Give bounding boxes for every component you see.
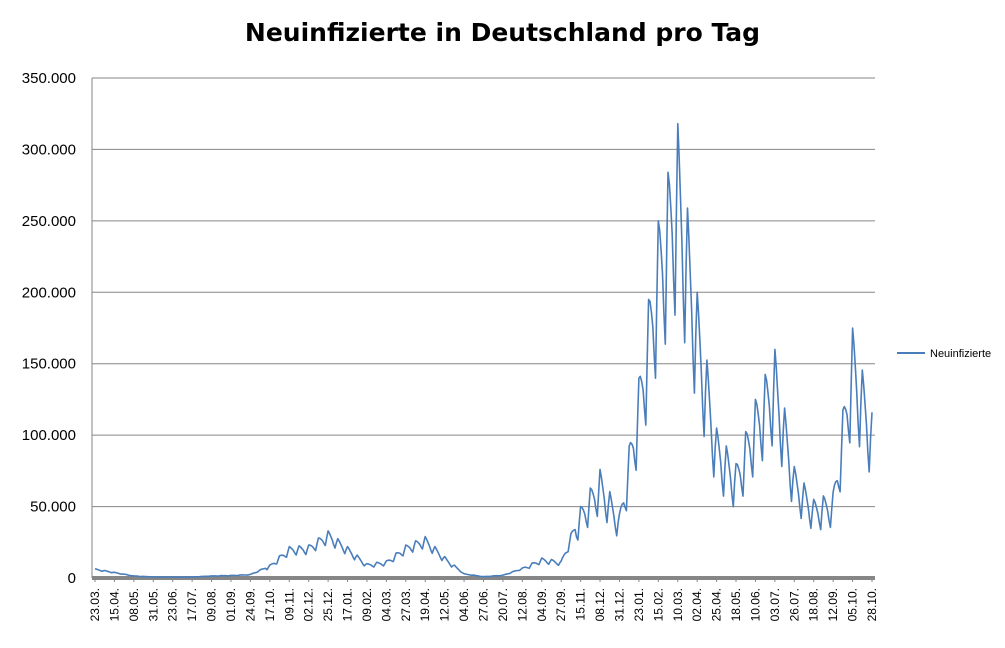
x-axis-band: [92, 576, 875, 580]
y-tick-label: 50.000: [30, 499, 76, 516]
x-tick-label: 02.04.: [690, 588, 704, 621]
gridlines: [92, 77, 875, 508]
x-tick-label: 09.02.: [360, 588, 374, 621]
y-tick-label: 250.000: [22, 213, 76, 230]
legend-label-neuinfizierte: Neuinfizierte: [930, 348, 991, 360]
x-tick-label: 17.01.: [341, 588, 355, 621]
y-tick-label: 0: [68, 570, 76, 587]
y-tick-label: 150.000: [22, 356, 76, 373]
x-tick-label: 27.03.: [399, 588, 413, 621]
x-tick-label: 15.02.: [651, 588, 665, 621]
x-tick-label: 28.10.: [865, 588, 879, 621]
x-tick-label: 03.07.: [768, 588, 782, 621]
x-tick-label: 10.06.: [748, 588, 762, 621]
x-tick-label: 23.03.: [88, 588, 102, 621]
x-tick-label: 08.05.: [127, 588, 141, 621]
x-tick-label: 08.12.: [593, 588, 607, 621]
series-layer: [94, 122, 873, 579]
x-tick-label: 27.09.: [554, 588, 568, 621]
x-axis-ticks: 23.03. 15.04. 08.05. 31.05. 23.06. 17.07. 09.0…: [88, 578, 879, 621]
x-tick-label: 04.06.: [457, 588, 471, 621]
y-tick-label: 300.000: [22, 141, 76, 158]
x-tick-label: 17.07.: [185, 588, 199, 621]
x-tick-label: 02.12.: [302, 588, 316, 621]
x-tick-label: 24.09.: [243, 588, 257, 621]
x-tick-label: 12.08.: [515, 588, 529, 621]
x-tick-label: 12.05.: [438, 588, 452, 621]
y-tick-label: 200.000: [22, 284, 76, 301]
x-tick-label: 05.10.: [846, 588, 860, 621]
y-tick-label: 350.000: [22, 70, 76, 87]
x-tick-label: 17.10.: [263, 588, 277, 621]
x-tick-label: 18.08.: [807, 588, 821, 621]
x-tick-label: 26.07.: [787, 588, 801, 621]
x-tick-label: 04.09.: [535, 588, 549, 621]
x-tick-label: 10.03.: [671, 588, 685, 621]
x-tick-label: 19.04.: [418, 588, 432, 621]
x-tick-label: 18.05.: [729, 588, 743, 621]
x-tick-label: 12.09.: [826, 588, 840, 621]
x-tick-label: 04.03.: [379, 588, 393, 621]
y-tick-label: 100.000: [22, 427, 76, 444]
legend: Neuinfizierte: [897, 348, 991, 360]
x-tick-label: 15.11.: [574, 588, 588, 620]
x-tick-label: 25.04.: [710, 588, 724, 621]
x-tick-label: 27.06.: [477, 588, 491, 621]
x-tick-label: 20.07.: [496, 588, 510, 621]
x-tick-label: 15.04.: [107, 588, 121, 621]
axes: [91, 78, 875, 580]
x-tick-label: 01.09.: [224, 588, 238, 621]
x-tick-label: 31.12.: [612, 588, 626, 621]
x-tick-label: 25.12.: [321, 588, 335, 621]
x-tick-label: 31.05.: [146, 588, 160, 621]
y-axis-ticks: 0 50.000 100.000 150.000 200.000 250.000 300.0…: [22, 70, 76, 587]
x-tick-label: 23.06.: [166, 588, 180, 621]
x-tick-label: 09.11.: [282, 588, 296, 620]
series-line-neuinfizierte: [94, 122, 873, 579]
chart-title: Neuinfizierte in Deutschland pro Tag: [244, 18, 761, 47]
x-tick-label: 09.08.: [205, 588, 219, 621]
x-tick-label: 23.01.: [632, 588, 646, 621]
